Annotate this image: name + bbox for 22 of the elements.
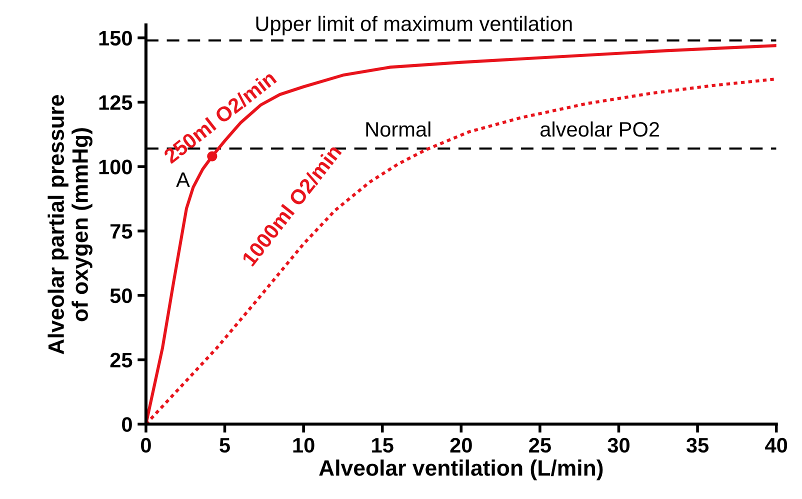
annotation: Normal [366,121,430,137]
x-tick-label: 30 [608,438,630,453]
x-tick-label: 35 [686,438,709,453]
annotation: alveolar PO2 [540,121,660,137]
x-tick-label: 20 [450,438,472,453]
x-tick-label: 5 [220,438,230,453]
y-tick-label: 50 [110,288,132,304]
ref-line-label: Upper limit of maximum ventilation [256,16,572,36]
y-tick-label: 125 [99,95,132,110]
y-tick-label: 100 [99,160,132,174]
y-tick-label: 75 [110,224,132,239]
x-tick-label: 10 [293,438,314,453]
x-axis-title: Alveolar ventilation (L/min) [319,460,603,480]
y-tick-label: 25 [110,352,132,368]
y-axis-title: Alveolar partial pressure of oxygen (mmHg) [48,94,92,354]
annotation: A [176,172,190,187]
x-tick-label: 40 [765,438,788,453]
x-tick-label: 0 [140,438,151,453]
y-tick-label: 150 [99,30,132,46]
y-tick-label: 0 [122,417,132,432]
x-tick-label: 25 [529,438,551,453]
x-tick-label: 15 [372,438,394,453]
